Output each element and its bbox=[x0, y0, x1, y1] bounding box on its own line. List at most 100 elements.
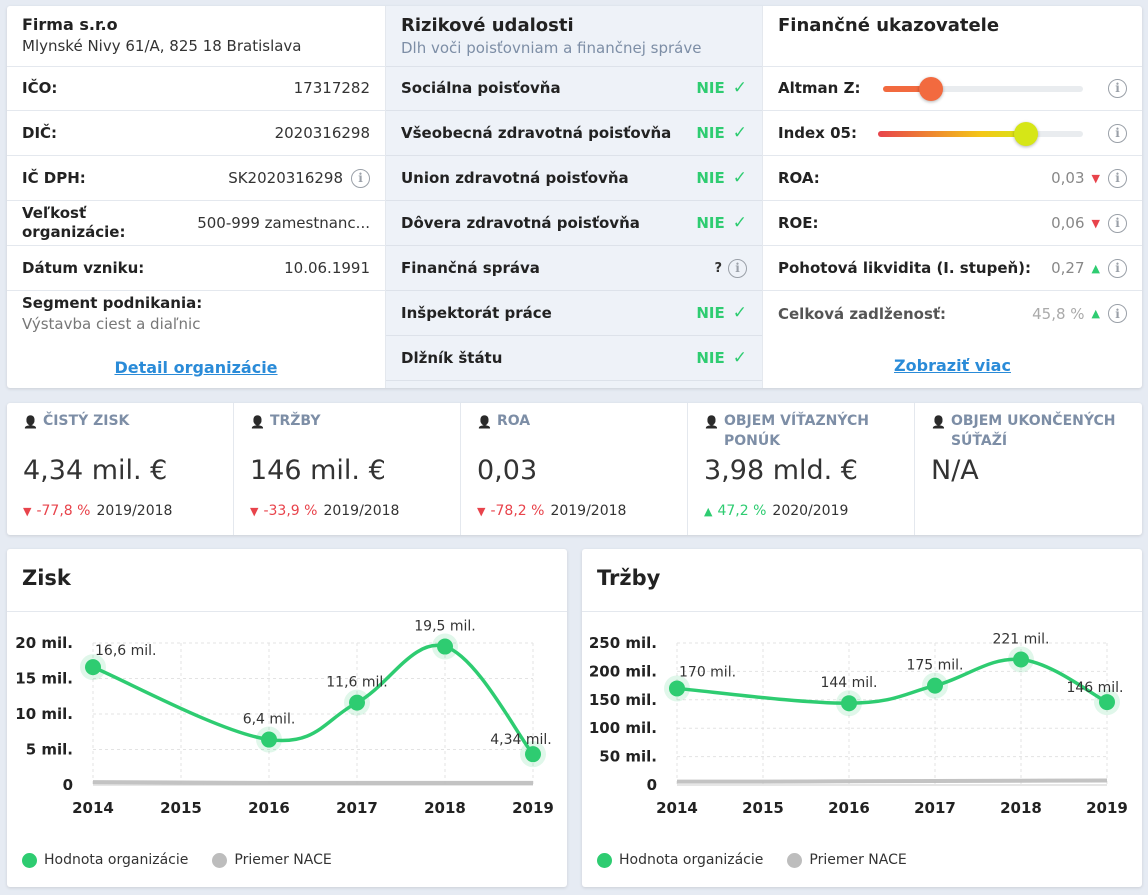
indicator-label: Index 05: bbox=[778, 124, 857, 142]
data-point[interactable] bbox=[261, 731, 277, 748]
x-tick-label: 2015 bbox=[160, 799, 202, 817]
risk-status: NIE bbox=[696, 349, 725, 367]
risk-event-label: Dôvera zdravotná poisťovňa bbox=[401, 214, 640, 232]
indicator-label: Altman Z: bbox=[778, 79, 861, 97]
person-icon: 👤 bbox=[250, 415, 265, 429]
data-point[interactable] bbox=[1013, 651, 1029, 668]
risk-event-row: Dlžník štátu NIE ✓ bbox=[386, 336, 762, 381]
data-label: 144 mil. bbox=[820, 675, 877, 691]
legend-item-organization[interactable]: Hodnota organizácie bbox=[22, 852, 188, 868]
risk-title: Rizikové udalosti bbox=[401, 15, 574, 36]
nace-series-line bbox=[92, 780, 533, 785]
chart-legend: Hodnota organizácie Priemer NACE bbox=[597, 852, 931, 868]
info-icon[interactable]: i bbox=[1108, 213, 1127, 233]
person-icon: 👤 bbox=[931, 415, 946, 429]
kpi-tile: 👤 ČISTÝ ZISK 4,34 mil. € ▼ -77,8 % 2019/2018 bbox=[7, 403, 234, 535]
trend-up-icon: ▲ bbox=[1091, 307, 1100, 320]
revenue-chart-card: Tržby 0 50 mil. 100 mil. 150 mil. 200 mil. 25… bbox=[582, 549, 1142, 887]
data-point[interactable] bbox=[1099, 694, 1115, 711]
field-label: IČO: bbox=[22, 79, 58, 97]
legend-item-nace[interactable]: Priemer NACE bbox=[212, 852, 332, 868]
detail-organization-link[interactable]: Detail organizácie bbox=[114, 358, 278, 377]
y-tick-label: 100 mil. bbox=[589, 719, 657, 737]
x-tick-label: 2018 bbox=[424, 799, 466, 817]
x-tick-label: 2014 bbox=[72, 799, 114, 817]
y-tick-label: 250 mil. bbox=[589, 634, 657, 652]
trend-down-icon: ▼ bbox=[250, 504, 259, 518]
field-value: 500-999 zamestnanc... bbox=[197, 214, 370, 232]
info-icon[interactable]: i bbox=[1108, 304, 1127, 323]
y-tick-label: 20 mil. bbox=[15, 634, 73, 652]
x-tick-label: 2019 bbox=[1086, 799, 1128, 817]
company-field-row: Veľkosť organizácie: 500-999 zamestnanc..… bbox=[7, 201, 385, 246]
kpi-period: 2020/2019 bbox=[772, 503, 849, 519]
risk-event-label: Sociálna poisťovňa bbox=[401, 79, 561, 97]
risk-status: ? bbox=[714, 260, 722, 276]
data-label: 16,6 mil. bbox=[95, 643, 157, 659]
ratio-value: 0,27 bbox=[1051, 259, 1085, 277]
data-label: 6,4 mil. bbox=[243, 712, 296, 728]
kpi-delta: ▼ -78,2 % 2019/2018 bbox=[477, 503, 626, 519]
data-point[interactable] bbox=[85, 659, 101, 676]
chart-title: Zisk bbox=[22, 566, 71, 590]
kpi-strip: 👤 ČISTÝ ZISK 4,34 mil. € ▼ -77,8 % 2019/2018 👤… bbox=[7, 403, 1142, 535]
trend-down-icon: ▼ bbox=[23, 504, 32, 518]
info-icon[interactable]: i bbox=[351, 168, 370, 188]
company-address: Mlynské Nivy 61/A, 825 18 Bratislava bbox=[22, 37, 302, 55]
ratio-row: Pohotová likvidita (I. stupeň): 0,27 ▲ i bbox=[763, 246, 1142, 291]
x-tick-label: 2018 bbox=[1000, 799, 1042, 817]
legend-item-nace[interactable]: Priemer NACE bbox=[787, 852, 907, 868]
y-tick-label: 200 mil. bbox=[589, 662, 657, 680]
field-label: Dátum vzniku: bbox=[22, 259, 145, 277]
slider-knob[interactable] bbox=[919, 77, 943, 101]
organization-series-line bbox=[92, 643, 535, 756]
kpi-period: 2019/2018 bbox=[550, 503, 627, 519]
profit-chart: 0 5 mil. 10 mil. 15 mil. 20 mil. 2014 2015 2016… bbox=[15, 619, 554, 817]
kpi-delta-value: 47,2 % bbox=[717, 503, 767, 519]
data-label: 175 mil. bbox=[906, 658, 963, 674]
ratio-row: ROA: 0,03 ▼ i bbox=[763, 156, 1142, 201]
info-icon[interactable]: i bbox=[1108, 123, 1127, 143]
data-label: 221 mil. bbox=[992, 631, 1049, 647]
show-more-link[interactable]: Zobraziť viac bbox=[894, 356, 1011, 375]
data-point[interactable] bbox=[927, 677, 943, 694]
check-icon: ✓ bbox=[732, 303, 747, 323]
kpi-title: 👤 ČISTÝ ZISK bbox=[23, 411, 129, 432]
risk-status: NIE bbox=[696, 124, 725, 142]
kpi-title-text: ROA bbox=[496, 413, 531, 429]
indicator-slider[interactable] bbox=[883, 77, 1083, 101]
trend-up-icon: ▲ bbox=[1091, 261, 1100, 275]
field-value: 10.06.1991 bbox=[284, 259, 370, 277]
check-icon: ✓ bbox=[732, 78, 747, 98]
legend-item-organization[interactable]: Hodnota organizácie bbox=[597, 852, 763, 868]
kpi-title: 👤 TRŽBY bbox=[250, 411, 320, 432]
field-label: DIČ: bbox=[22, 124, 58, 142]
nace-series-line bbox=[676, 778, 1108, 784]
risk-event-row: Všeobecná zdravotná poisťovňa NIE ✓ bbox=[386, 111, 762, 156]
kpi-delta: ▼ -77,8 % 2019/2018 bbox=[23, 503, 172, 519]
kpi-value: 0,03 bbox=[477, 455, 538, 486]
trend-down-icon: ▼ bbox=[477, 504, 486, 518]
company-field-row: Dátum vzniku: 10.06.1991 bbox=[7, 246, 385, 291]
y-tick-label: 10 mil. bbox=[15, 705, 73, 723]
y-tick-label: 150 mil. bbox=[589, 691, 657, 709]
info-icon[interactable]: i bbox=[1108, 78, 1127, 98]
data-point[interactable] bbox=[437, 638, 453, 655]
slider-knob[interactable] bbox=[1013, 122, 1038, 146]
info-icon[interactable]: i bbox=[1108, 168, 1127, 188]
person-icon: 👤 bbox=[23, 415, 38, 429]
data-point[interactable] bbox=[669, 680, 685, 697]
data-label: 146 mil. bbox=[1066, 680, 1123, 696]
indicator-slider[interactable] bbox=[878, 122, 1083, 146]
ratio-label: Celková zadlženosť: bbox=[778, 304, 947, 323]
ratio-row: ROE: 0,06 ▼ i bbox=[763, 201, 1142, 246]
data-point[interactable] bbox=[525, 746, 541, 763]
data-point[interactable] bbox=[349, 694, 365, 711]
segment-label: Segment podnikania: bbox=[22, 294, 203, 312]
info-icon[interactable]: i bbox=[728, 258, 747, 278]
info-icon[interactable]: i bbox=[1108, 258, 1127, 278]
data-label: 170 mil. bbox=[679, 664, 736, 680]
x-tick-label: 2015 bbox=[742, 799, 784, 817]
data-point[interactable] bbox=[841, 695, 857, 712]
field-label: IČ DPH: bbox=[22, 169, 86, 187]
